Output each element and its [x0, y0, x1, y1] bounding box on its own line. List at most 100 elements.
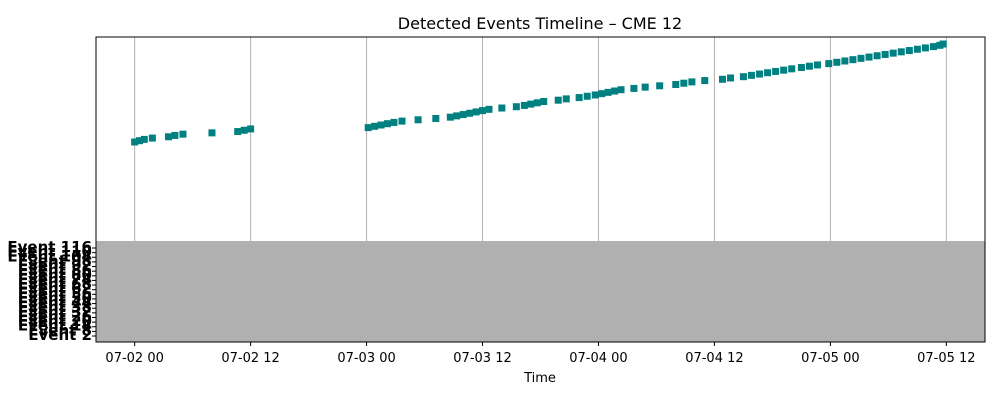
event-marker — [630, 84, 638, 92]
y-tick-label: Event 98 — [18, 252, 92, 270]
event-marker — [780, 66, 788, 74]
event-marker — [247, 125, 255, 133]
event-marker — [865, 53, 873, 61]
event-marker — [747, 71, 755, 79]
event-marker — [873, 52, 881, 60]
event-marker — [240, 126, 248, 134]
event-marker — [208, 129, 216, 137]
x-tick-label: 07-02 12 — [221, 351, 279, 366]
y-tick-label: Event 62 — [18, 280, 92, 298]
y-tick-label: Event 104 — [7, 247, 92, 265]
event-marker — [849, 56, 857, 64]
event-marker — [164, 133, 172, 141]
x-tick-label: 07-04 00 — [569, 351, 627, 366]
lower-axes-band — [96, 241, 985, 342]
event-marker — [533, 99, 541, 107]
y-tick-label: Event 92 — [18, 257, 92, 275]
event-marker — [554, 96, 562, 104]
event-marker — [583, 92, 591, 100]
event-marker — [772, 67, 780, 75]
x-tick-labels: 07-02 00 07-02 12 07-03 00 07-03 12 07-04 00… — [105, 342, 976, 366]
y-tick-label: Event 56 — [18, 284, 92, 302]
y-tick-label: Event 8 — [28, 321, 92, 339]
event-marker — [833, 58, 841, 66]
event-marker — [179, 130, 187, 138]
event-marker — [377, 121, 385, 129]
event-marker — [797, 64, 805, 72]
event-marker — [805, 62, 813, 70]
x-tick-label: 07-03 12 — [453, 351, 511, 366]
y-tick-label: Event 20 — [18, 312, 92, 330]
event-marker — [390, 118, 398, 126]
y-tick-label: Event 80 — [18, 266, 92, 284]
event-marker — [881, 50, 889, 58]
event-marker — [148, 134, 156, 142]
event-marker — [727, 74, 735, 82]
event-marker — [591, 91, 599, 99]
event-marker — [718, 75, 726, 83]
event-marker — [688, 78, 696, 86]
y-tick-label: Event 2 — [28, 326, 92, 344]
event-marker — [756, 70, 764, 78]
event-marker — [814, 61, 822, 69]
y-tick-label: Event 38 — [18, 298, 92, 316]
y-tick-label: Event 26 — [18, 307, 92, 325]
event-marker — [171, 131, 179, 139]
y-tick-label: Event 116 — [7, 238, 92, 256]
event-marker — [459, 111, 467, 119]
event-marker — [575, 94, 583, 102]
event-marker — [841, 57, 849, 65]
y-tick-label: Event 32 — [18, 303, 92, 321]
x-tick-label: 07-03 00 — [337, 351, 395, 366]
event-marker — [371, 122, 379, 130]
event-marker — [921, 44, 929, 52]
event-marker — [432, 114, 440, 122]
event-marker — [131, 138, 139, 146]
x-tick-label: 07-04 12 — [685, 351, 743, 366]
event-marker — [527, 100, 535, 108]
event-marker — [641, 83, 649, 91]
event-marker — [889, 49, 897, 57]
event-marker — [234, 128, 242, 136]
event-marker — [472, 108, 480, 116]
event-markers — [131, 40, 947, 146]
y-tick-label: Event 50 — [18, 289, 92, 307]
event-marker — [446, 113, 454, 121]
event-marker — [135, 137, 143, 145]
x-axis-label: Time — [523, 371, 556, 386]
event-marker — [897, 48, 905, 56]
event-marker — [398, 117, 406, 125]
y-tick-label: Event 74 — [18, 270, 92, 288]
event-marker — [739, 73, 747, 81]
event-marker — [512, 103, 520, 111]
event-marker — [598, 90, 606, 98]
y-tick-label: Event 110 — [7, 243, 92, 261]
event-marker — [540, 97, 548, 105]
event-marker — [611, 87, 619, 95]
event-marker — [604, 88, 612, 96]
event-marker — [479, 107, 487, 115]
event-marker — [672, 81, 680, 89]
event-marker — [485, 105, 493, 113]
event-marker — [929, 43, 937, 51]
event-marker — [414, 116, 422, 124]
x-tick-label: 07-05 12 — [917, 351, 975, 366]
event-marker — [364, 124, 372, 132]
event-marker — [453, 112, 461, 120]
event-marker — [466, 109, 474, 117]
y-tick-label: Event 44 — [18, 294, 92, 312]
event-marker — [680, 79, 688, 87]
event-marker — [520, 101, 528, 109]
event-marker — [656, 82, 664, 90]
event-marker — [562, 95, 570, 103]
chart-title: Detected Events Timeline – CME 12 — [398, 14, 682, 33]
y-tick-label: Event 68 — [18, 275, 92, 293]
event-marker — [788, 65, 796, 73]
event-marker — [384, 120, 392, 128]
event-marker — [905, 47, 913, 55]
event-marker — [939, 40, 947, 48]
x-tick-label: 07-05 00 — [801, 351, 859, 366]
event-marker — [701, 77, 709, 85]
event-marker — [617, 86, 625, 94]
